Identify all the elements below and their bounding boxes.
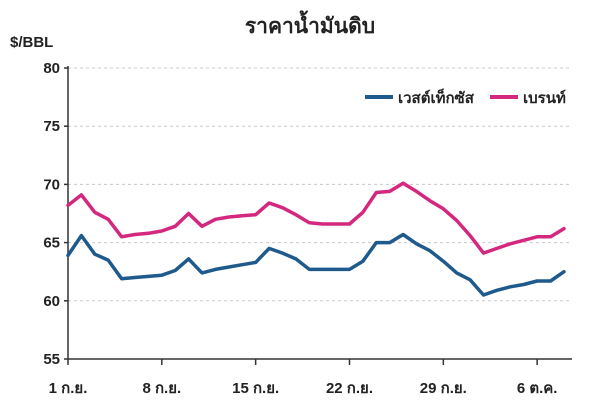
series-line-0 [66,232,566,297]
series-line-1 [66,181,566,255]
y-tick-label: 80 [43,60,60,77]
y-tick-label: 75 [43,118,60,135]
x-tick-label: 22 ก.ย. [326,380,373,397]
x-tick-label: 6 ต.ค. [517,380,558,397]
x-axis-ticks: 1 ก.ย. 8 ก.ย. 15 ก.ย. 22 ก.ย. 29 ก.ย. 6 ต.ค. [49,359,558,397]
y-tick-label: 70 [43,176,60,193]
chart-title: ราคาน้ำมันดิบ [245,10,375,38]
y-axis-ticks: 55 60 65 70 75 80 [43,60,68,368]
x-tick-label: 29 ก.ย. [420,380,467,397]
y-tick-label: 55 [43,351,60,368]
x-tick-label: 1 ก.ย. [49,380,88,397]
legend-label-1: เบรนท์ [523,89,566,107]
legend: เวสต์เท็กซัส เบรนท์ [365,88,566,107]
grid-lines [67,66,572,359]
y-tick-label: 60 [43,293,60,310]
series-lines [66,181,566,297]
legend-label-0: เวสต์เท็กซัส [398,88,475,107]
x-tick-label: 8 ก.ย. [142,380,181,397]
y-tick-label: 65 [43,235,60,252]
y-axis-unit-label: $/BBL [10,34,53,51]
x-tick-label: 15 ก.ย. [232,380,279,397]
